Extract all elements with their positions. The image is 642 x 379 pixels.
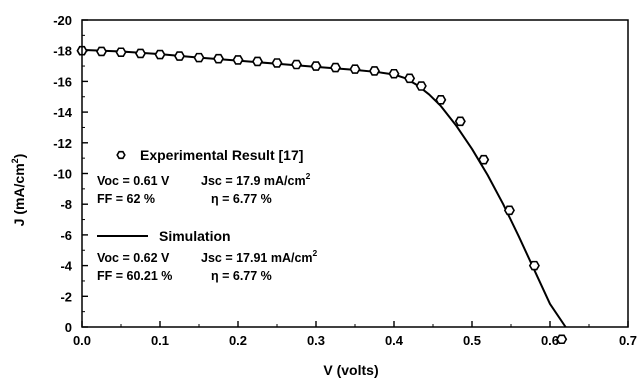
experimental-point: [404, 73, 416, 84]
experimental-point: [556, 334, 568, 345]
x-tick-label: 0.6: [541, 333, 559, 348]
x-tick-label: 0.5: [463, 333, 481, 348]
experimental-point: [368, 66, 381, 76]
legend-experimental: Experimental Result [17]: [116, 147, 303, 163]
y-tick-label: -18: [53, 44, 72, 59]
x-tick-label: 0.7: [619, 333, 637, 348]
y-axis-title-tail: ): [11, 154, 27, 159]
experimental-point: [435, 95, 447, 105]
x-tick-label: 0.2: [229, 333, 247, 348]
legend-simulation: Simulation: [97, 228, 231, 244]
y-tick-label: -4: [60, 259, 72, 274]
experimental-point: [212, 53, 225, 64]
experimental-point: [95, 46, 108, 57]
experimental-point: [528, 260, 540, 271]
exp-jsc-sup: 2: [306, 171, 311, 181]
sim-jsc-sup: 2: [313, 248, 318, 258]
plot-frame: [81, 19, 629, 328]
experimental-point: [193, 52, 205, 63]
exp-ff-label: FF = 62 %: [97, 192, 155, 206]
y-axis-title-sup: 2: [10, 158, 20, 163]
experimental-point: [134, 48, 147, 59]
legend-experimental-label: Experimental Result [17]: [140, 147, 303, 163]
series-layer: [76, 45, 568, 345]
y-tick-label: -20: [53, 13, 72, 28]
sim-ff-label: FF = 60.21 %: [97, 269, 172, 283]
x-tick-label: 0.1: [151, 333, 169, 348]
experimental-point: [154, 49, 166, 60]
x-tick-label: 0.0: [73, 333, 91, 348]
y-tick-label: -2: [60, 289, 72, 304]
experimental-point: [503, 205, 515, 216]
y-tick-label: 0: [65, 320, 72, 335]
y-tick-label: -8: [60, 197, 72, 212]
y-axis-title-base: J (mA/cm: [11, 163, 27, 226]
experimental-point: [388, 68, 400, 79]
y-tick-label: -16: [53, 74, 72, 89]
y-tick-label: -6: [60, 228, 72, 243]
sim-jsc-value: Jsc = 17.91 mA/cm: [201, 251, 313, 265]
ticks-layer: 0.0 0.1 0.2 0.3 0.4 0.5 0.6 0.7 0 -2 -4 -6 -8 -10 -12 -…: [53, 13, 637, 348]
experimental-point: [415, 81, 427, 91]
experimental-point: [271, 58, 283, 68]
sim-eta-label: η = 6.77 %: [211, 269, 272, 283]
experimental-point: [115, 47, 127, 58]
y-axis-title: J (mA/cm2): [10, 154, 27, 227]
legend-simulation-label: Simulation: [159, 228, 231, 244]
x-axis-title: V (volts): [323, 362, 378, 378]
experimental-point: [232, 55, 244, 65]
exp-eta-label: η = 6.77 %: [211, 192, 272, 206]
exp-jsc-label: Jsc = 17.9 mA/cm2: [201, 171, 311, 188]
experimental-point: [290, 59, 303, 70]
y-tick-label: -12: [53, 136, 72, 151]
y-tick-label: -14: [53, 105, 73, 120]
experimental-point: [251, 56, 264, 67]
sim-jsc-label: Jsc = 17.91 mA/cm2: [201, 248, 318, 265]
experimental-point: [478, 154, 490, 165]
x-tick-label: 0.4: [385, 333, 404, 348]
experimental-point: [329, 62, 342, 73]
experimental-point: [173, 51, 186, 61]
exp-jsc-value: Jsc = 17.9 mA/cm: [201, 174, 306, 188]
legend-experimental-marker-icon: [116, 150, 126, 160]
experimental-point: [454, 116, 466, 127]
x-tick-label: 0.3: [307, 333, 325, 348]
sim-voc-label: Voc = 0.62 V: [97, 251, 170, 265]
experimental-point: [349, 64, 361, 74]
experimental-point: [310, 61, 322, 71]
y-tick-label: -10: [53, 167, 72, 182]
exp-voc-label: Voc = 0.61 V: [97, 174, 170, 188]
